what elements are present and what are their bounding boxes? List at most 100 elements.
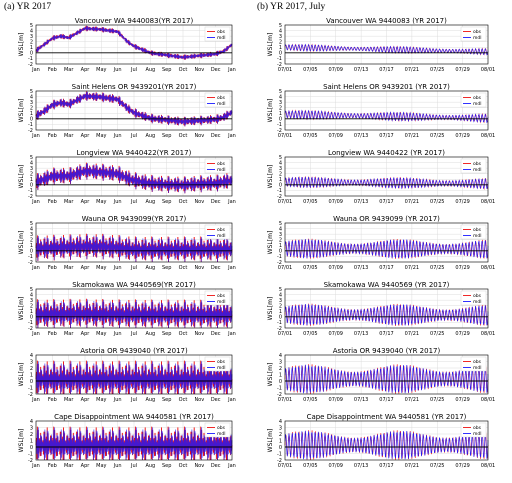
ytick-a-r3: 3 bbox=[30, 232, 33, 238]
xtick-a-r1: Mar bbox=[64, 133, 74, 139]
ytick-a-r3: 2 bbox=[30, 238, 33, 244]
ytick-b-r2: 3 bbox=[279, 166, 282, 172]
ytick-b-r5: 0 bbox=[279, 379, 282, 385]
ytick-a-r4: 5 bbox=[30, 287, 33, 293]
ytick-b-r2: 4 bbox=[279, 160, 282, 166]
xtick-b-r5: 07/17 bbox=[379, 397, 393, 403]
ytick-a-r4: 4 bbox=[30, 292, 33, 298]
xtick-a-r0: Nov bbox=[194, 67, 204, 73]
chart-title-b-r0: Vancouver WA 9440083 (YR 2017) bbox=[326, 17, 447, 25]
xtick-a-r1: Jan bbox=[31, 133, 40, 139]
xtick-a-r2: Sep bbox=[162, 199, 171, 205]
xtick-b-r5: 07/13 bbox=[354, 397, 368, 403]
xtick-b-r5: 07/25 bbox=[430, 397, 444, 403]
xtick-a-r4: Jan bbox=[31, 331, 40, 337]
ytick-a-r2: 4 bbox=[30, 160, 33, 166]
ytick-a-r5: 2 bbox=[30, 366, 33, 372]
xtick-a-r5: Apr bbox=[81, 397, 91, 403]
xtick-b-r5: 07/05 bbox=[303, 397, 317, 403]
legend-mdl-label-a-r1: mdl bbox=[217, 101, 226, 107]
ylabel-b-r6: WSL[m] bbox=[267, 429, 274, 453]
xtick-b-r4: 07/05 bbox=[303, 331, 317, 337]
chart-title-b-r2: Longview WA 9440422 (YR 2017) bbox=[328, 149, 445, 157]
xtick-b-r1: 07/13 bbox=[354, 133, 368, 139]
ytick-b-r4: 2 bbox=[279, 304, 282, 310]
legend-obs-label-b-r4: obs bbox=[473, 293, 482, 299]
ytick-a-r4: 1 bbox=[30, 309, 33, 315]
chart-title-b-r3: Wauna OR 9439099 (YR 2017) bbox=[333, 215, 440, 223]
xtick-b-r4: 07/21 bbox=[405, 331, 419, 337]
legend-obs-label-b-r5: obs bbox=[473, 359, 482, 365]
ytick-b-r2: 0 bbox=[279, 183, 282, 189]
xtick-a-r0: Jun bbox=[113, 67, 122, 73]
xtick-b-r1: 08/01 bbox=[481, 133, 495, 139]
xtick-b-r6: 07/25 bbox=[430, 463, 444, 469]
ytick-b-r3: 3 bbox=[279, 232, 282, 238]
xtick-a-r3: Aug bbox=[145, 265, 155, 271]
ylabel-a-r2: WSL[m] bbox=[18, 165, 25, 189]
ytick-a-r4: 2 bbox=[30, 304, 33, 310]
xtick-a-r3: Feb bbox=[48, 265, 57, 271]
ytick-a-r6: 2 bbox=[30, 432, 33, 438]
xtick-a-r6: Apr bbox=[81, 463, 91, 469]
xtick-b-r0: 07/17 bbox=[379, 67, 393, 73]
ytick-a-r1: 5 bbox=[30, 89, 33, 95]
ylabel-b-r3: WSL[m] bbox=[267, 231, 274, 255]
xtick-a-r2: Jan bbox=[227, 199, 236, 205]
xtick-b-r6: 08/01 bbox=[481, 463, 495, 469]
xtick-a-r4: Feb bbox=[48, 331, 57, 337]
xtick-a-r2: Aug bbox=[145, 199, 155, 205]
xtick-a-r3: Jun bbox=[113, 265, 122, 271]
xtick-b-r6: 07/21 bbox=[405, 463, 419, 469]
ytick-a-r2: 0 bbox=[30, 183, 33, 189]
xtick-b-r1: 07/21 bbox=[405, 133, 419, 139]
ytick-b-r4: 0 bbox=[279, 315, 282, 321]
xtick-b-r5: 07/29 bbox=[455, 397, 469, 403]
ylabel-a-r5: WSL[m] bbox=[18, 363, 25, 387]
chart-title-a-r5: Astoria OR 9439040 (YR 2017) bbox=[80, 347, 188, 355]
xtick-b-r5: 07/09 bbox=[329, 397, 343, 403]
ytick-b-r5: -1 bbox=[277, 385, 282, 391]
ytick-b-r0: 0 bbox=[279, 51, 282, 57]
xtick-b-r3: 07/29 bbox=[455, 265, 469, 271]
ylabel-b-r0: WSL[m] bbox=[267, 33, 274, 57]
xtick-a-r3: Dec bbox=[211, 265, 221, 271]
ytick-a-r5: 1 bbox=[30, 372, 33, 378]
xtick-b-r0: 07/13 bbox=[354, 67, 368, 73]
xtick-a-r1: Sep bbox=[162, 133, 171, 139]
ytick-b-r1: 1 bbox=[279, 111, 282, 117]
ytick-b-r3: 1 bbox=[279, 243, 282, 249]
xtick-a-r1: May bbox=[96, 133, 106, 139]
xtick-a-r5: Jul bbox=[130, 397, 137, 403]
xtick-a-r5: Aug bbox=[145, 397, 155, 403]
xtick-a-r5: Jan bbox=[31, 397, 40, 403]
ytick-a-r3: 4 bbox=[30, 226, 33, 232]
legend-obs-label-b-r2: obs bbox=[473, 161, 482, 167]
xtick-a-r5: Sep bbox=[162, 397, 171, 403]
xtick-a-r2: May bbox=[96, 199, 106, 205]
xtick-a-r6: Nov bbox=[194, 463, 204, 469]
xtick-a-r5: Jan bbox=[227, 397, 236, 403]
ytick-b-r3: 0 bbox=[279, 249, 282, 255]
xtick-a-r0: Mar bbox=[64, 67, 74, 73]
xtick-b-r0: 07/21 bbox=[405, 67, 419, 73]
xtick-a-r2: Mar bbox=[64, 199, 74, 205]
legend-obs-label-a-r5: obs bbox=[217, 359, 226, 365]
legend-mdl-label-b-r2: mdl bbox=[473, 167, 482, 173]
xtick-a-r2: Apr bbox=[81, 199, 91, 205]
xtick-b-r6: 07/13 bbox=[354, 463, 368, 469]
ytick-a-r6: 0 bbox=[30, 445, 33, 451]
xtick-a-r6: Jan bbox=[227, 463, 236, 469]
xtick-a-r5: Dec bbox=[211, 397, 221, 403]
ytick-a-r0: 2 bbox=[30, 40, 33, 46]
ylabel-b-r2: WSL[m] bbox=[267, 165, 274, 189]
ytick-b-r1: 5 bbox=[279, 89, 282, 95]
ytick-b-r0: 5 bbox=[279, 23, 282, 29]
ytick-b-r4: 3 bbox=[279, 298, 282, 304]
ylabel-a-r4: WSL[m] bbox=[18, 297, 25, 321]
xtick-a-r5: Nov bbox=[194, 397, 204, 403]
ylabel-a-r1: WSL[m] bbox=[18, 99, 25, 123]
xtick-a-r2: Jan bbox=[31, 199, 40, 205]
ytick-b-r6: 2 bbox=[279, 432, 282, 438]
ytick-b-r6: -1 bbox=[277, 451, 282, 457]
